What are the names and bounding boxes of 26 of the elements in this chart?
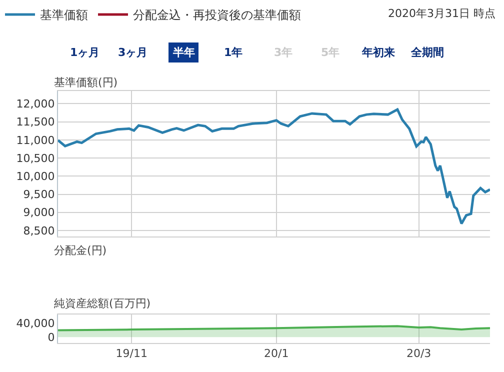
line-series	[58, 108, 490, 225]
x-tick-label: 20/3	[406, 347, 432, 360]
y-tick-label: 40,000	[16, 317, 55, 330]
text: 分配金(円)	[54, 244, 107, 257]
text: 半年	[172, 46, 195, 59]
legend-label: 基準価額	[40, 8, 88, 22]
y-tick-label: 10,000	[16, 170, 55, 183]
text: 年初来	[361, 46, 395, 59]
chart-title: 基準価額(円)	[54, 76, 118, 89]
text: 2020年3月31日 時点	[388, 7, 496, 20]
text: 3ヶ月	[118, 46, 148, 59]
y-tick-label: 10,500	[16, 152, 55, 165]
x-tick-label: 19/11	[116, 347, 148, 360]
chart-title: 純資産総額(百万円)	[54, 297, 151, 310]
y-tick-label: 11,000	[16, 134, 55, 147]
y-tick-label: 0	[48, 330, 55, 344]
text: 1年	[224, 46, 243, 59]
legend-label: 分配金込・再投資後の基準価額	[133, 8, 301, 22]
x-tick-label: 20/1	[264, 347, 289, 360]
y-tick-label: 12,000	[16, 98, 55, 111]
text: 1ヶ月	[70, 46, 100, 59]
y-tick-label: 11,500	[16, 116, 55, 129]
y-tick-label: 9,000	[23, 206, 55, 220]
y-tick-label: 8,500	[23, 224, 55, 238]
y-tick-label: 9,500	[23, 188, 55, 202]
text: 全期間	[410, 46, 444, 59]
